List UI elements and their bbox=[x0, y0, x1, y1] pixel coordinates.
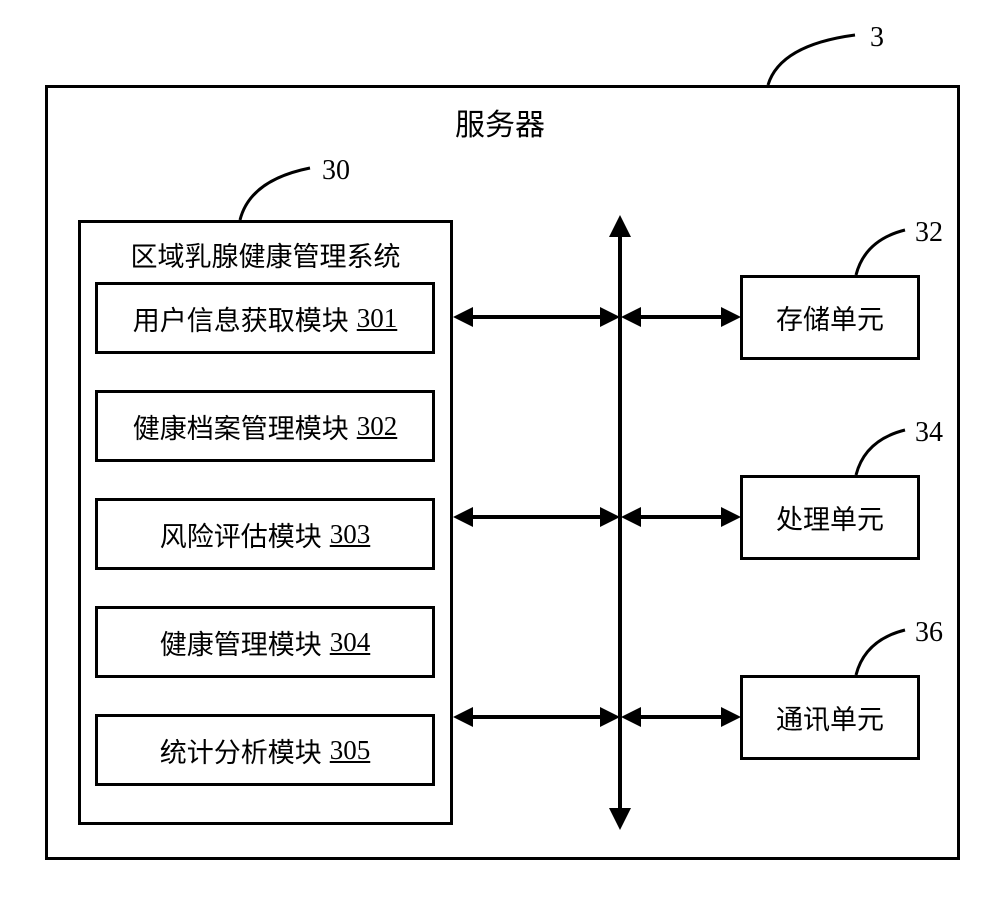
storage-unit-label: 存储单元 bbox=[776, 298, 884, 337]
module-num: 304 bbox=[330, 627, 371, 658]
ref-num-3: 3 bbox=[870, 22, 884, 54]
arrow-right-icon bbox=[721, 307, 741, 327]
module-label: 用户信息获取模块 bbox=[133, 299, 349, 338]
connector-line bbox=[638, 715, 723, 719]
arrow-left-icon bbox=[453, 507, 473, 527]
comm-unit-label: 通讯单元 bbox=[776, 698, 884, 737]
arrow-right-icon bbox=[721, 507, 741, 527]
module-risk-assess: 风险评估模块 303 bbox=[95, 498, 435, 570]
processing-unit-box: 处理单元 bbox=[740, 475, 920, 560]
connector-line bbox=[470, 715, 602, 719]
bus-arrow-down-icon bbox=[609, 808, 631, 830]
arrow-left-icon bbox=[621, 307, 641, 327]
connector-line bbox=[638, 515, 723, 519]
server-title: 服务器 bbox=[440, 100, 560, 144]
arrow-right-icon bbox=[600, 507, 620, 527]
module-num: 305 bbox=[330, 735, 371, 766]
ref-num-32: 32 bbox=[915, 217, 943, 249]
module-num: 301 bbox=[357, 303, 398, 334]
module-health-mgmt: 健康管理模块 304 bbox=[95, 606, 435, 678]
system-title: 区域乳腺健康管理系统 bbox=[78, 235, 453, 274]
ref-num-30: 30 bbox=[322, 155, 350, 187]
arrow-right-icon bbox=[600, 307, 620, 327]
module-user-info: 用户信息获取模块 301 bbox=[95, 282, 435, 354]
processing-unit-label: 处理单元 bbox=[776, 498, 884, 537]
module-stats-analysis: 统计分析模块 305 bbox=[95, 714, 435, 786]
ref-num-36: 36 bbox=[915, 617, 943, 649]
arrow-left-icon bbox=[621, 707, 641, 727]
storage-unit-box: 存储单元 bbox=[740, 275, 920, 360]
arrow-right-icon bbox=[721, 707, 741, 727]
module-label: 统计分析模块 bbox=[160, 731, 322, 770]
arrow-right-icon bbox=[600, 707, 620, 727]
module-num: 303 bbox=[330, 519, 371, 550]
comm-unit-box: 通讯单元 bbox=[740, 675, 920, 760]
bus-arrow-up-icon bbox=[609, 215, 631, 237]
ref-num-34: 34 bbox=[915, 417, 943, 449]
module-num: 302 bbox=[357, 411, 398, 442]
connector-line bbox=[470, 315, 602, 319]
connector-line bbox=[470, 515, 602, 519]
connector-line bbox=[638, 315, 723, 319]
module-label: 健康档案管理模块 bbox=[133, 407, 349, 446]
arrow-left-icon bbox=[621, 507, 641, 527]
module-label: 风险评估模块 bbox=[160, 515, 322, 554]
module-health-archive: 健康档案管理模块 302 bbox=[95, 390, 435, 462]
module-label: 健康管理模块 bbox=[160, 623, 322, 662]
arrow-left-icon bbox=[453, 707, 473, 727]
arrow-left-icon bbox=[453, 307, 473, 327]
